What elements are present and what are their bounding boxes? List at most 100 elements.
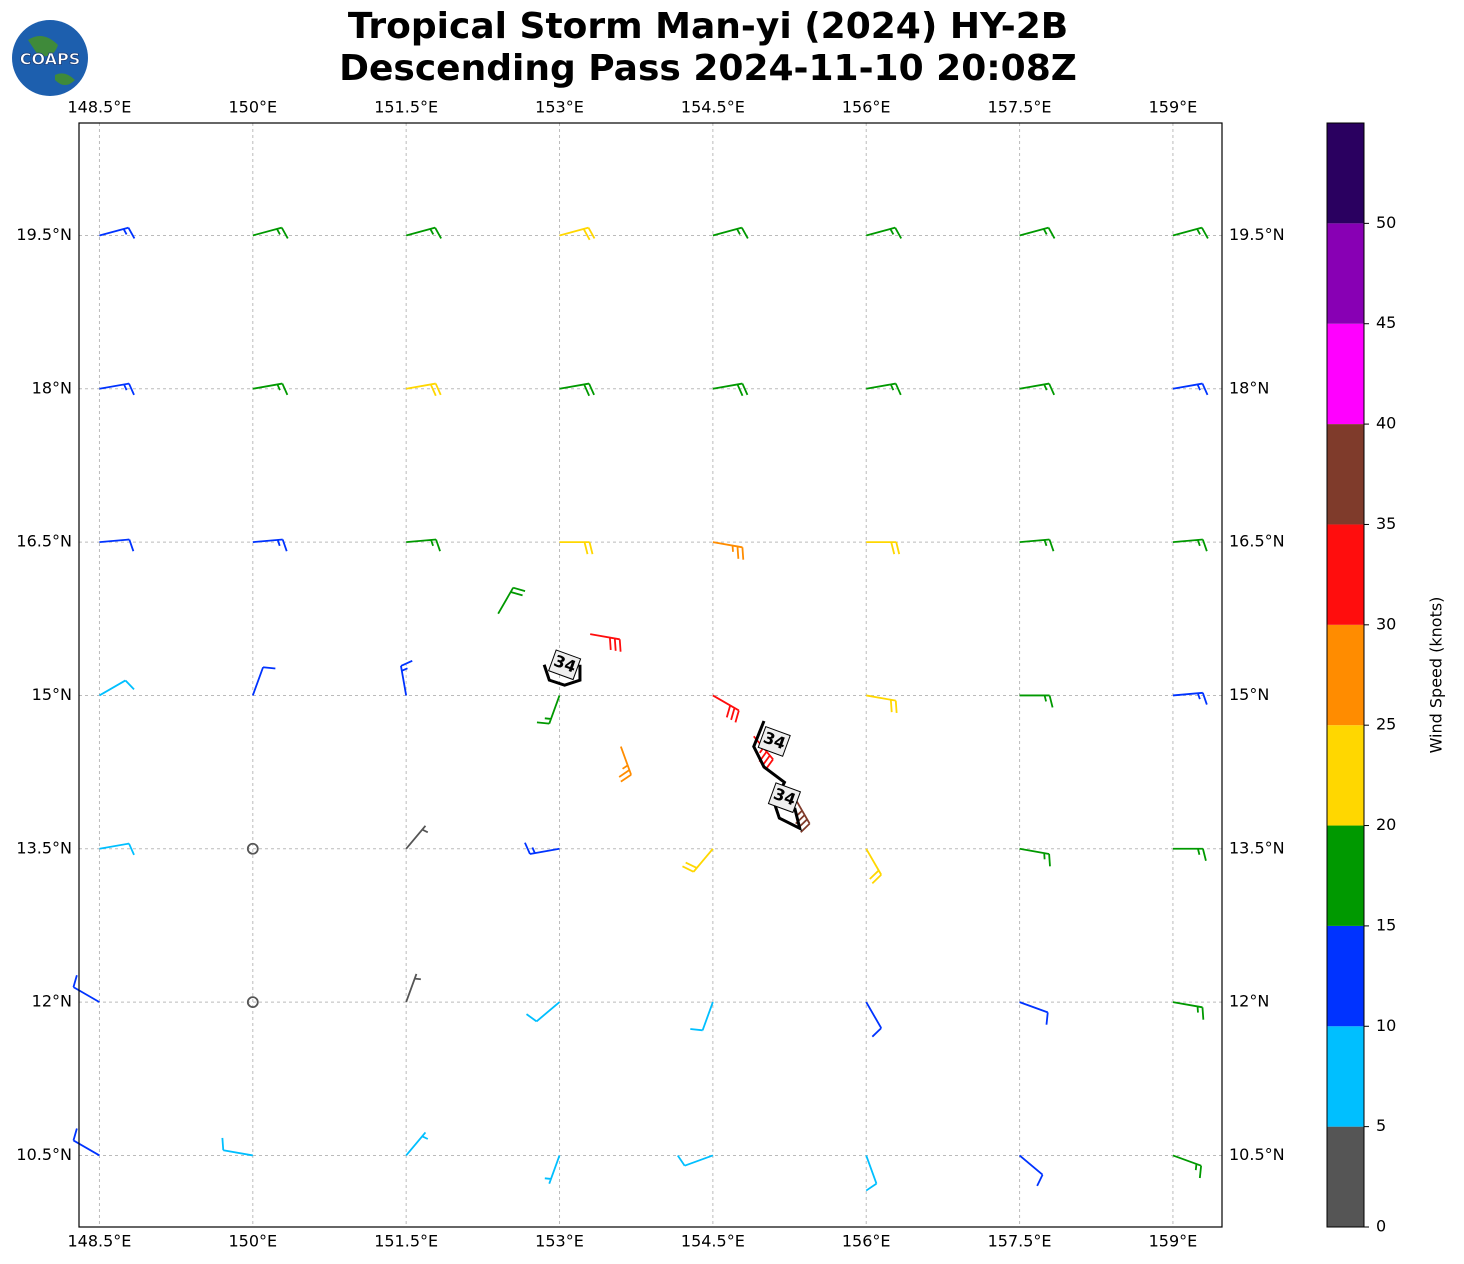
wind-barb (559, 541, 594, 555)
colorbar-tick-label: 20 (1376, 815, 1396, 834)
wind-barb (405, 973, 421, 1003)
colorbar-segment (1327, 1026, 1364, 1127)
x-tick-label: 153°E (535, 1232, 584, 1251)
wind-barb (1019, 1001, 1049, 1025)
colorbar-tick-label: 25 (1376, 715, 1396, 734)
y-tick-label: 12°N (32, 992, 72, 1011)
y-tick-label: 16.5°N (16, 532, 72, 551)
colorbar-segment (1327, 123, 1364, 224)
wind-barb (712, 382, 749, 397)
wind-barb (524, 842, 560, 855)
wind-barb (1172, 538, 1208, 552)
wind-barb (682, 848, 714, 873)
wind-barb (1172, 691, 1208, 705)
wind-barb (99, 382, 135, 396)
wind-barb (536, 695, 561, 725)
wind-barb (865, 1155, 878, 1192)
wind-barb (251, 666, 276, 696)
colorbar-segment (1327, 825, 1364, 926)
x-tick-label: 159°E (1149, 1232, 1198, 1251)
wind-barb (99, 226, 136, 239)
wind-barb (99, 538, 135, 552)
y-tick-label: 15°N (32, 685, 72, 704)
wind-barb (1172, 1001, 1205, 1020)
x-tick-label: 157.5°E (988, 1232, 1052, 1251)
map-frame (78, 122, 1223, 1228)
y-tick-label: 13.5°N (1229, 838, 1285, 857)
x-tick-label: 159°E (1149, 98, 1198, 117)
wind-barb (221, 1137, 253, 1157)
wind-barb (866, 382, 902, 396)
y-tick-label: 19.5°N (1229, 225, 1285, 244)
x-tick-label: 154.5°E (681, 1232, 745, 1251)
colorbar-tick-label: 10 (1376, 1016, 1396, 1035)
colorbar-segment (1327, 925, 1364, 1027)
title-line: Tropical Storm Man-yi (2024) HY-2B (348, 6, 1068, 47)
wind-barb (1019, 847, 1051, 867)
wind-barb (99, 842, 135, 856)
colorbar-label: Wind Speed (knots) (1427, 597, 1446, 754)
contour-label-box (548, 649, 582, 681)
wind-barb (252, 538, 288, 552)
calm-circle (246, 996, 259, 1009)
colorbar-tick-label: 15 (1376, 915, 1396, 934)
wind-barb (405, 1131, 429, 1157)
wind-barb (544, 1155, 561, 1184)
wind-barb (98, 679, 135, 697)
y-tick-label: 19.5°N (16, 225, 72, 244)
colorbar-tick-label: 50 (1376, 213, 1396, 232)
wind-barb (712, 541, 745, 560)
contour-label-box (757, 726, 791, 757)
x-tick-label: 156°E (842, 1232, 891, 1251)
colorbar-tick-label: 35 (1376, 514, 1396, 533)
x-tick-label: 151.5°E (374, 1232, 438, 1251)
wind-barb (866, 541, 901, 555)
x-tick-label: 157.5°E (988, 98, 1052, 117)
wind-barb (252, 382, 289, 396)
y-tick-label: 13.5°N (16, 838, 72, 857)
wind-barb (559, 226, 596, 241)
wind-barb (1172, 1154, 1203, 1179)
y-tick-label: 10.5°N (16, 1145, 72, 1164)
wind-barb (865, 848, 882, 885)
wind-barb (405, 382, 442, 397)
colorbar-segment (1327, 1126, 1364, 1227)
wind-barb (690, 1001, 714, 1032)
colorbar-frame (1326, 122, 1365, 1228)
wind-barb (405, 825, 429, 850)
x-tick-label: 150°E (228, 1232, 277, 1251)
x-tick-label: 148.5°E (67, 98, 131, 117)
logo-land (28, 36, 75, 85)
wind-barb (1018, 1154, 1044, 1187)
wind-barb (1019, 694, 1054, 708)
wind-barb (72, 974, 100, 1003)
wind-barb (406, 538, 441, 552)
x-tick-label: 150°E (228, 98, 277, 117)
y-tick-label: 12°N (1229, 992, 1269, 1011)
colorbar-segment (1327, 424, 1364, 525)
wind-barb (405, 226, 442, 239)
wind-barb (1172, 226, 1209, 239)
wind-barb (677, 1154, 714, 1167)
wind-barb (252, 226, 289, 239)
y-tick-label: 15°N (1229, 685, 1269, 704)
calm-circle (246, 842, 259, 855)
contour-line (542, 664, 582, 687)
y-tick-label: 10.5°N (1229, 1145, 1285, 1164)
wind-barb (712, 694, 740, 723)
wind-barb (72, 1128, 100, 1157)
colorbar-tick-label: 45 (1376, 313, 1396, 332)
wind-barb (712, 226, 749, 239)
wind-barb (866, 694, 898, 714)
colorbar-segment (1327, 323, 1364, 425)
wind-barb (1019, 538, 1055, 552)
wind-barb (618, 746, 632, 783)
colorbar-tick-label: 30 (1376, 614, 1396, 633)
colorbar-segment (1327, 223, 1364, 324)
title-line: Descending Pass 2024-11-10 20:08Z (339, 48, 1077, 89)
colorbar-segment (1327, 524, 1364, 625)
wind-barb (865, 1001, 882, 1038)
y-tick-label: 18°N (32, 378, 72, 397)
wind-barb (525, 1001, 561, 1023)
